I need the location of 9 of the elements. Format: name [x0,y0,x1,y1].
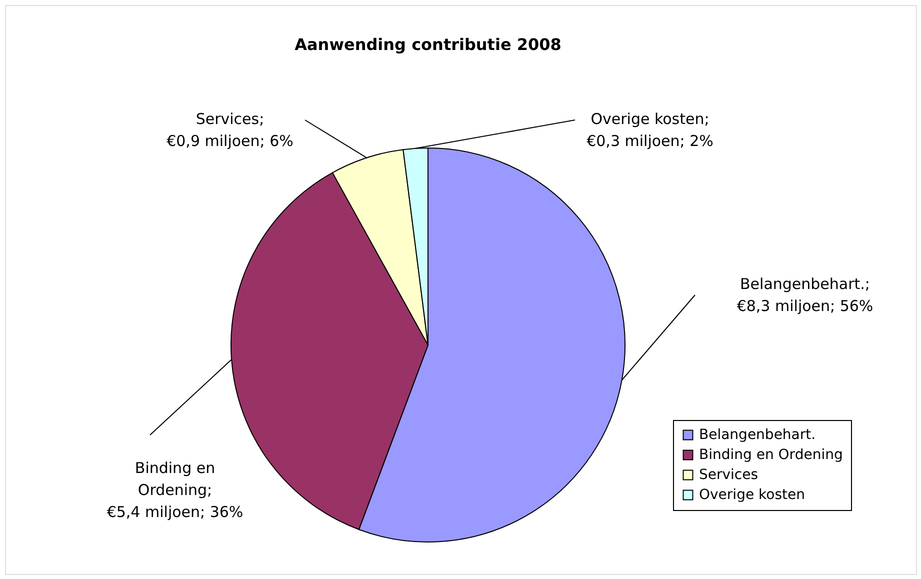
data-label: Services; €0,9 miljoen; 6% [166,110,294,150]
chart-title: Aanwending contributie 2008 [294,35,562,54]
data-label: Belangenbehart.; €8,3 miljoen; 56% [736,275,874,315]
legend-label: Binding en Ordening [699,447,843,463]
legend-label: Belangenbehart. [699,427,816,443]
data-label: Binding en Ordening; €5,4 miljoen; 36% [106,459,244,521]
data-label: Overige kosten; €0,3 miljoen; 2% [586,110,714,150]
legend-label: Overige kosten [699,487,805,503]
legend-label: Services [699,467,758,483]
